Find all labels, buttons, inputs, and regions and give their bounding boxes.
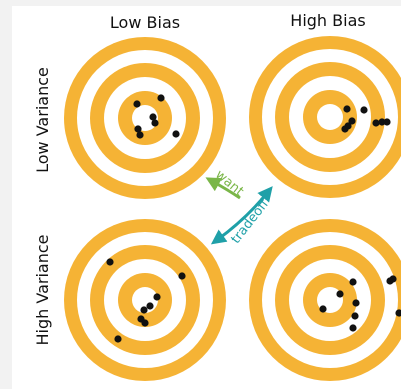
shot-dot [151,119,159,127]
shot-dot [106,258,114,266]
target-high-bias-low-variance [249,36,401,198]
target-high-bias-high-variance [249,219,401,381]
shot-dot [341,125,349,133]
tradeoff-arrow [210,186,273,245]
shot-dot [141,319,149,327]
shot-dot [343,105,351,113]
shot-dot [157,94,165,102]
shot-dot [140,306,148,314]
shot-dot [349,324,357,332]
shot-dot [146,302,154,310]
tradeoff-label: tradeoff [228,196,272,247]
shot-dot [395,309,401,317]
shot-dot [153,293,161,301]
shot-dot [114,335,122,343]
shot-dot [378,118,386,126]
shot-dot [134,125,142,133]
shot-dot [372,119,380,127]
column-heading-low-bias: Low Bias [110,13,180,32]
shot-dot [351,312,359,320]
shot-dot [352,299,360,307]
shot-dot [348,117,356,125]
target-low-bias-high-variance [64,219,226,381]
shot-dot [389,275,397,283]
shot-dot [383,118,391,126]
shot-dot [133,100,141,108]
row-heading-high-variance: High Variance [33,235,52,346]
target-low-bias-low-variance [64,37,226,199]
shot-dot [349,278,357,286]
shot-dot [360,106,368,114]
shot-dot [136,131,144,139]
shot-dot [178,272,186,280]
shot-dot [172,130,180,138]
target-bullseye [132,105,158,131]
column-heading-high-bias: High Bias [290,11,365,30]
target-bullseye [317,104,343,130]
row-heading-low-variance: Low Variance [33,67,52,173]
shot-dot [336,290,344,298]
shot-dot [149,113,157,121]
shot-dot [319,305,327,313]
